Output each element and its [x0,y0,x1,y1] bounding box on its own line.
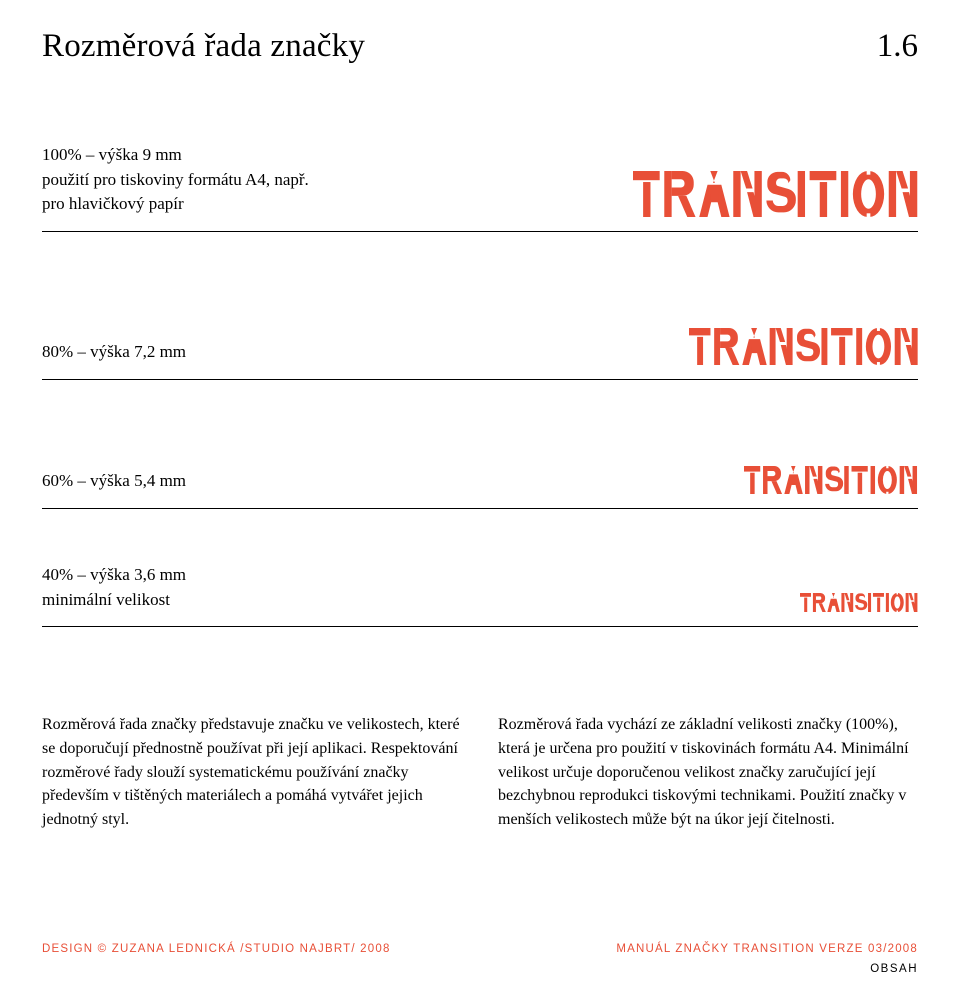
footer-manual: MANUÁL ZNAČKY TRANSITION VERZE 03/2008 [616,943,918,955]
logo-80 [689,328,918,365]
size-line: 80% – výška 7,2 mm [42,340,402,365]
size-line: použití pro tiskoviny formátu A4, např. [42,168,402,193]
logo-60 [744,466,918,494]
size-line: pro hlavičkový papír [42,192,402,217]
footer: DESIGN © ZUZANA LEDNICKÁ /STUDIO NAJBRT/… [42,943,918,955]
section-number: 1.6 [877,28,918,65]
body-columns: Rozměrová řada značky představuje značku… [42,713,918,831]
size-row-60: 60% – výška 5,4 mm [42,466,918,494]
size-desc-100: 100% – výška 9 mm použití pro tiskoviny … [42,143,402,217]
size-line: 100% – výška 9 mm [42,143,402,168]
body-col-1: Rozměrová řada značky představuje značku… [42,713,462,831]
size-desc-40: 40% – výška 3,6 mm minimální velikost [42,563,402,612]
page-title: Rozměrová řada značky [42,28,365,65]
size-row-40: 40% – výška 3,6 mm minimální velikost [42,563,918,612]
size-line: 60% – výška 5,4 mm [42,469,402,494]
page: Rozměrová řada značky 1.6 100% – výška 9… [0,0,960,983]
size-line: minimální velikost [42,588,402,613]
size-line: 40% – výška 3,6 mm [42,563,402,588]
size-row-80: 80% – výška 7,2 mm [42,328,918,365]
footer-obsah: OBSAH [870,963,918,975]
size-row-100: 100% – výška 9 mm použití pro tiskoviny … [42,143,918,217]
body-col-2: Rozměrová řada vychází ze základní velik… [498,713,918,831]
header-row: Rozměrová řada značky 1.6 [42,28,918,65]
size-desc-60: 60% – výška 5,4 mm [42,469,402,494]
logo-40 [800,593,918,612]
footer-credit: DESIGN © ZUZANA LEDNICKÁ /STUDIO NAJBRT/… [42,943,391,955]
size-desc-80: 80% – výška 7,2 mm [42,340,402,365]
logo-100 [633,171,918,217]
